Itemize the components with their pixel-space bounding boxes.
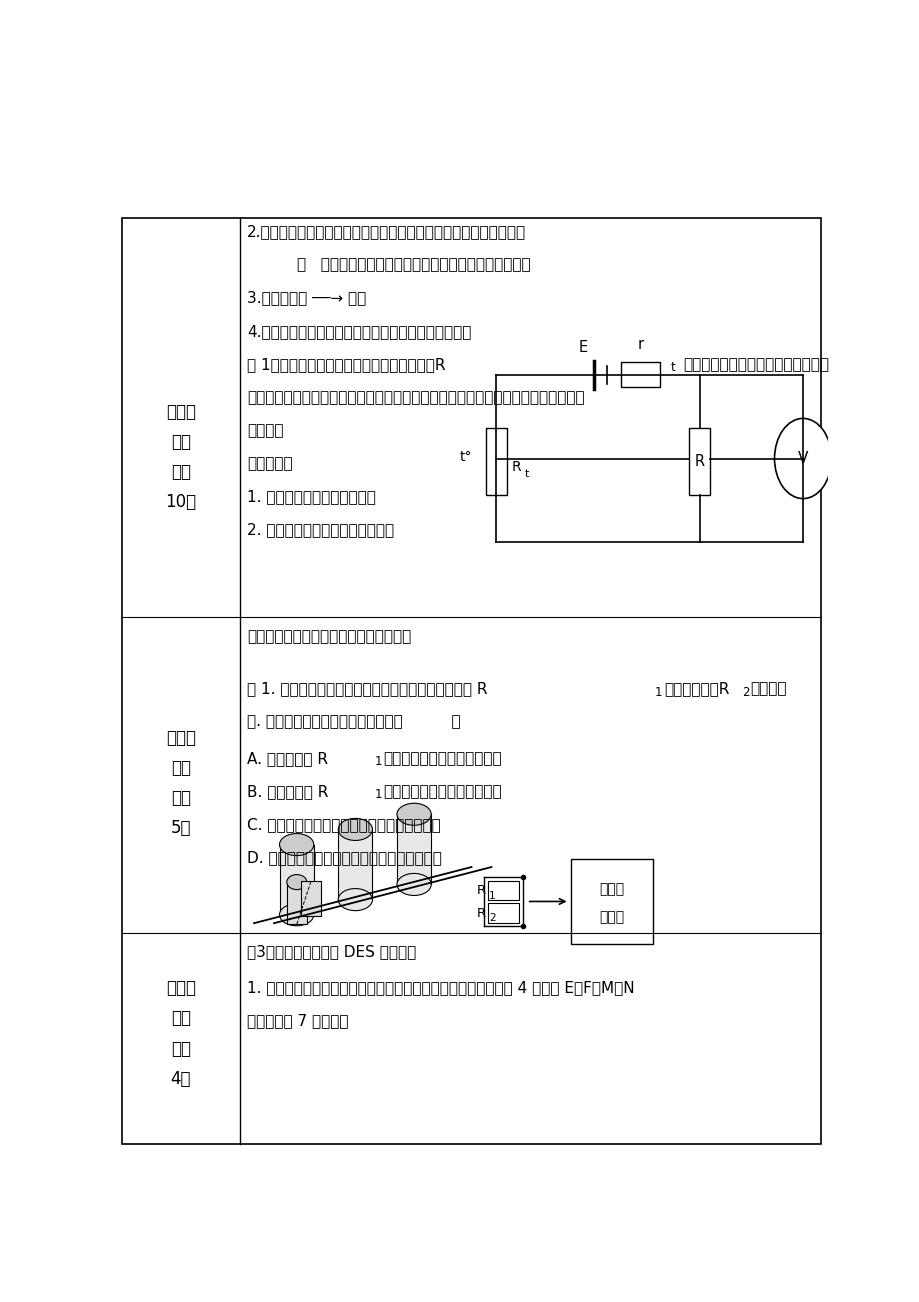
Polygon shape <box>287 881 306 924</box>
Text: 2. 电压表测的是哪个电阻的电压？: 2. 电压表测的是哪个电阻的电压？ <box>246 522 393 538</box>
Text: B. 当有光照射 R: B. 当有光照射 R <box>246 784 328 799</box>
Ellipse shape <box>287 875 306 889</box>
Text: t: t <box>524 469 528 479</box>
Text: 环节二: 环节二 <box>165 729 196 747</box>
Ellipse shape <box>396 874 431 896</box>
Text: 2: 2 <box>488 913 495 923</box>
Text: D. 信号处理系统每获得一次高电压就记数一次: D. 信号处理系统每获得一次高电压就记数一次 <box>246 850 441 865</box>
Polygon shape <box>301 881 321 917</box>
Text: 5分: 5分 <box>171 819 191 837</box>
Text: 3.作用：温度 ──→ 电阻: 3.作用：温度 ──→ 电阻 <box>246 290 366 306</box>
Text: 2.异同点：金属热电阻化学稳定性好、测量范围大、但是灵敏度差。: 2.异同点：金属热电阻化学稳定性好、测量范围大、但是灵敏度差。 <box>246 224 526 240</box>
Text: 信号处: 信号处 <box>599 883 624 897</box>
Text: 1. 构造：在一个很小的矩形半导体（例如砷化镓）薄片上，制作 4 个电极 E、F、M、N: 1. 构造：在一个很小的矩形半导体（例如砷化镓）薄片上，制作 4 个电极 E、F… <box>246 980 634 995</box>
Circle shape <box>774 418 831 499</box>
Polygon shape <box>485 428 506 495</box>
Text: 延伸：如果将热敏电阻换成光敏电阻呢？: 延伸：如果将热敏电阻换成光敏电阻呢？ <box>246 629 411 644</box>
Text: 2: 2 <box>741 686 748 699</box>
Text: 新课: 新课 <box>171 1009 191 1027</box>
Text: 的升高阻值而降低）。试说明传感器是如何把温度值转变为电信号的，电压表示数怎: 的升高阻值而降低）。试说明传感器是如何把温度值转变为电信号的，电压表示数怎 <box>246 389 584 405</box>
Text: 热   敏电阻化学稳定性差、测量范围小、但是灵敏度好。: 热 敏电阻化学稳定性差、测量范围小、但是灵敏度好。 <box>297 258 530 272</box>
Text: t: t <box>670 361 675 374</box>
Text: 环节二: 环节二 <box>165 979 196 997</box>
Text: 1: 1 <box>374 755 381 768</box>
Polygon shape <box>279 845 313 915</box>
Text: 10分: 10分 <box>165 493 197 512</box>
Text: V: V <box>797 450 808 466</box>
Text: 环节二: 环节二 <box>165 402 196 421</box>
Polygon shape <box>338 829 372 900</box>
Text: R: R <box>476 884 485 897</box>
Text: 教学: 教学 <box>171 1039 191 1057</box>
Text: （3）霍尔元件：演示 DES 数字实验: （3）霍尔元件：演示 DES 数字实验 <box>246 944 415 960</box>
Text: 1: 1 <box>654 686 662 699</box>
Text: 新课: 新课 <box>171 759 191 777</box>
Text: 教学: 教学 <box>171 789 191 807</box>
Text: 么变化？: 么变化？ <box>246 423 283 437</box>
Text: 时，信号处理系统获得低电压: 时，信号处理系统获得低电压 <box>382 784 501 799</box>
Text: 1: 1 <box>488 891 495 901</box>
Text: 理系统: 理系统 <box>599 910 624 924</box>
Polygon shape <box>688 428 709 495</box>
Text: 4.应用：冰箱启动器、电饭锅、电阻温度计、报警器等: 4.应用：冰箱启动器、电饭锅、电阻温度计、报警器等 <box>246 324 471 339</box>
Ellipse shape <box>279 833 313 855</box>
Text: 1: 1 <box>374 788 381 801</box>
Text: 练 1. 如图所示为光敏电阻自动计数器的示意图，其中 R: 练 1. 如图所示为光敏电阻自动计数器的示意图，其中 R <box>246 681 487 697</box>
Ellipse shape <box>338 888 372 910</box>
Text: 1. 两电阻采取什么连接方式？: 1. 两电阻采取什么连接方式？ <box>246 490 375 504</box>
Text: 为光敏电阻，R: 为光敏电阻，R <box>664 681 729 697</box>
Text: 是一个热敏电阻器（热敏电阻随温度: 是一个热敏电阻器（热敏电阻随温度 <box>683 357 828 372</box>
Text: r: r <box>637 337 643 353</box>
Text: 思考方向：: 思考方向： <box>246 456 292 471</box>
Text: C. 信号处理系统每获得一次低电压就记数一次: C. 信号处理系统每获得一次低电压就记数一次 <box>246 816 440 832</box>
Text: A. 当有光照射 R: A. 当有光照射 R <box>246 751 327 766</box>
Polygon shape <box>571 859 652 944</box>
Text: 为定值电: 为定值电 <box>750 681 786 697</box>
Polygon shape <box>396 814 431 884</box>
Text: t°: t° <box>460 450 471 464</box>
Text: 阻. 此光电计数器的基本工作原理是（          ）: 阻. 此光电计数器的基本工作原理是（ ） <box>246 715 460 729</box>
Text: E: E <box>578 340 587 354</box>
Text: 例 1：如图是一个温度传感器的原理示意图，R: 例 1：如图是一个温度传感器的原理示意图，R <box>246 357 445 372</box>
Ellipse shape <box>279 904 313 926</box>
Text: R: R <box>694 454 704 469</box>
Ellipse shape <box>396 803 431 825</box>
Text: R: R <box>476 906 485 919</box>
Text: 新课: 新课 <box>171 434 191 450</box>
Text: 而成（如图 7 所示）。: 而成（如图 7 所示）。 <box>246 1013 348 1029</box>
Text: 4分: 4分 <box>171 1069 191 1087</box>
Ellipse shape <box>338 819 372 841</box>
Text: R: R <box>511 460 520 474</box>
Text: 时，信号处理系统获得高电压: 时，信号处理系统获得高电压 <box>382 751 501 766</box>
Text: 教学: 教学 <box>171 464 191 480</box>
